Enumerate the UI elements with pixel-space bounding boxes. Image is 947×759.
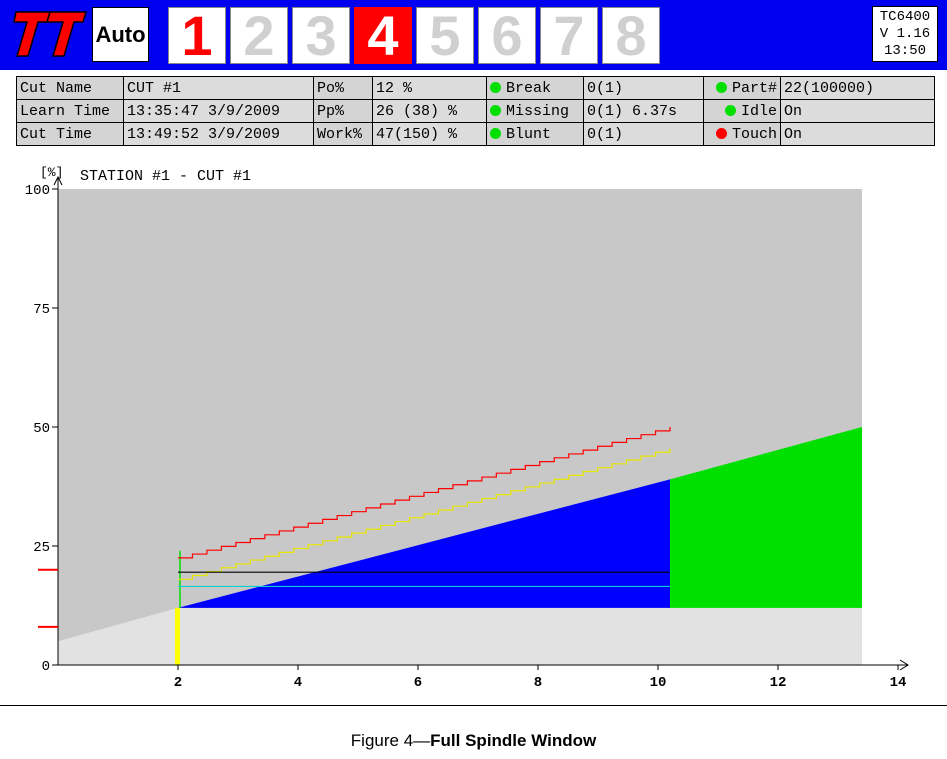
light-area <box>58 607 862 665</box>
cut-time-value: 13:49:52 3/9/2009 <box>123 122 314 146</box>
break-label: Break <box>506 79 552 97</box>
x-tick-label: 12 <box>770 675 787 691</box>
po-value: 12 % <box>372 76 487 100</box>
station-label: 7 <box>553 3 585 67</box>
x-tick-label: 2 <box>174 675 182 691</box>
pp-value: 26 (38) % <box>372 99 487 123</box>
touch-cell: Touch <box>703 122 781 146</box>
learn-time-label: Learn Time <box>16 99 124 123</box>
touch-value: On <box>780 122 935 146</box>
tt-logo <box>13 11 88 57</box>
work-label: Work% <box>313 122 373 146</box>
x-tick-label: 4 <box>294 675 302 691</box>
po-label: Po% <box>313 76 373 100</box>
chart-title: STATION #1 - CUT #1 <box>80 168 251 185</box>
chart-areas <box>58 189 862 665</box>
missing-cell: Missing <box>486 99 584 123</box>
touch-status-icon <box>715 127 727 139</box>
station-tab-7[interactable]: 7 <box>540 7 598 64</box>
spindle-chart: 2 4 6 8 10 12 14 0 25 50 75 100 STATION #1 - CUT #1… <box>25 165 909 691</box>
chart-series <box>178 427 671 588</box>
cut-time-label: Cut Time <box>16 122 124 146</box>
station-label: 1 <box>181 3 213 67</box>
figure-caption: Figure 4—Full Spindle Window <box>0 731 947 751</box>
station-label: 6 <box>491 3 523 67</box>
cut-info-table: Cut Name CUT #1 Po% 12 % Break 0(1) Part… <box>16 76 935 146</box>
idle-value: On <box>780 99 935 123</box>
touch-label: Touch <box>731 125 777 143</box>
break-value: 0(1) <box>583 76 704 100</box>
y-tick-label: 50 <box>33 421 50 437</box>
x-tick-label: 8 <box>534 675 542 691</box>
break-cell: Break <box>486 76 584 100</box>
cut-name-label: Cut Name <box>16 76 124 100</box>
part-status-icon <box>715 81 727 93</box>
missing-status-icon <box>490 104 501 116</box>
caption-divider <box>0 705 947 706</box>
idle-cell: Idle <box>703 99 781 123</box>
missing-label: Missing <box>506 102 570 120</box>
blunt-cell: Blunt <box>486 122 584 146</box>
mode-indicator[interactable]: Auto <box>92 7 149 62</box>
clock-label: 13:50 <box>883 43 926 59</box>
x-tick-label: 6 <box>414 675 422 691</box>
idle-status-icon <box>724 104 736 116</box>
station-tab-3[interactable]: 3 <box>292 7 350 64</box>
missing-value: 0(1) 6.37s <box>583 99 704 123</box>
green-wedge <box>670 427 862 608</box>
table-row: Cut Time 13:49:52 3/9/2009 Work% 47(150)… <box>16 122 935 146</box>
station-tab-6[interactable]: 6 <box>478 7 536 64</box>
cut-start-marker <box>175 607 180 665</box>
series-line-2 <box>178 448 671 580</box>
break-status-icon <box>490 81 501 93</box>
y-tick-label: 25 <box>33 540 50 556</box>
y-axis-arrow-icon <box>53 175 63 186</box>
version-box: TC6400 V 1.16 13:50 <box>872 6 938 62</box>
part-label: Part# <box>731 79 777 97</box>
header-bar: Auto 1 2 3 4 5 6 7 8 TC6400 V 1.16 13:50 <box>0 0 947 70</box>
x-axis-arrow-icon <box>899 659 909 671</box>
station-label: 5 <box>429 3 461 67</box>
station-label: 3 <box>305 3 337 67</box>
pp-label: Pp% <box>313 99 373 123</box>
y-tick-label: 100 <box>25 183 50 199</box>
station-label: 8 <box>615 3 647 67</box>
station-tab-5[interactable]: 5 <box>416 7 474 64</box>
x-tick-label: 14 <box>890 675 907 691</box>
work-value: 47(150) % <box>372 122 487 146</box>
part-value: 22(100000) <box>780 76 935 100</box>
station-tab-2[interactable]: 2 <box>230 7 288 64</box>
station-label: 4 <box>367 3 399 67</box>
model-label: TC6400 <box>879 9 931 25</box>
learn-time-value: 13:35:47 3/9/2009 <box>123 99 314 123</box>
station-label: 2 <box>243 3 275 67</box>
x-tick-label: 10 <box>650 675 667 691</box>
version-label: V 1.16 <box>879 26 931 42</box>
caption-prefix: Figure 4— <box>350 731 431 750</box>
station-tab-4[interactable]: 4 <box>354 7 412 64</box>
y-axis-label: [%] <box>40 165 63 180</box>
idle-label: Idle <box>740 102 777 120</box>
series-line-1 <box>178 427 671 559</box>
station-tab-1[interactable]: 1 <box>168 7 226 64</box>
blue-wedge <box>178 479 670 608</box>
caption-title: Full Spindle Window <box>430 731 597 750</box>
station-tab-8[interactable]: 8 <box>602 7 660 64</box>
chart-axes: 2 4 6 8 10 12 14 0 25 50 75 100 <box>25 175 909 691</box>
cut-name-value: CUT #1 <box>123 76 314 100</box>
blunt-status-icon <box>490 127 501 139</box>
y-tick-label: 0 <box>42 659 50 675</box>
table-row: Cut Name CUT #1 Po% 12 % Break 0(1) Part… <box>16 76 935 100</box>
blunt-label: Blunt <box>506 125 552 143</box>
part-cell: Part# <box>703 76 781 100</box>
table-row: Learn Time 13:35:47 3/9/2009 Pp% 26 (38)… <box>16 99 935 123</box>
blunt-value: 0(1) <box>583 122 704 146</box>
y-tick-label: 75 <box>33 302 50 318</box>
